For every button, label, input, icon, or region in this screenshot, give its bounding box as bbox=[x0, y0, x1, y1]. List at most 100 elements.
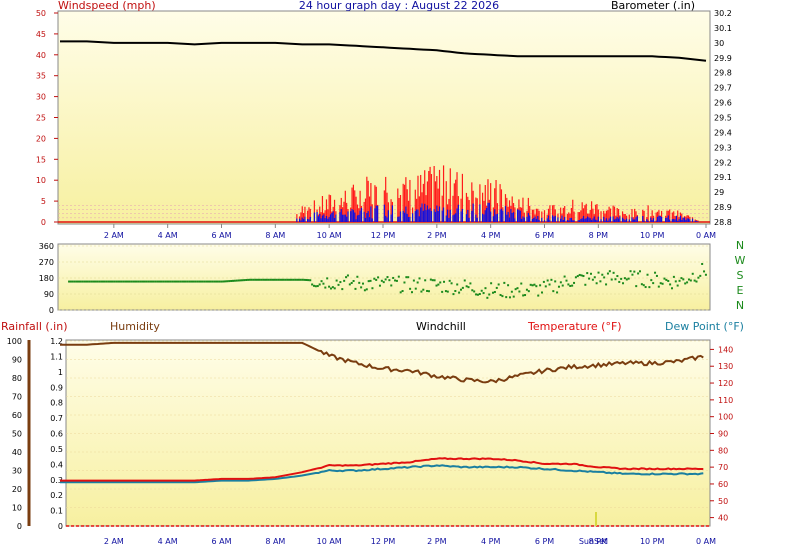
humidity-tick-label: 40 bbox=[12, 448, 22, 457]
direction-point bbox=[252, 278, 255, 281]
direction-point bbox=[591, 278, 594, 281]
barometer-tick-label: 29.8 bbox=[714, 69, 732, 78]
direction-point bbox=[459, 288, 462, 291]
direction-point bbox=[139, 280, 142, 283]
direction-point bbox=[635, 285, 638, 288]
direction-point bbox=[427, 290, 430, 293]
direction-point bbox=[565, 279, 568, 282]
direction-point bbox=[416, 281, 419, 284]
x-tick-labels-bottom: 2 AM 4 AM 6 AM 8 AM 10 AM 12 PM 2 PM 4 PM 6 PM 8 … bbox=[104, 537, 716, 546]
direction-point bbox=[222, 280, 225, 283]
direction-point bbox=[124, 280, 127, 283]
direction-point bbox=[699, 274, 702, 277]
direction-point bbox=[595, 282, 598, 285]
temperature-grid bbox=[66, 340, 710, 527]
direction-point bbox=[486, 296, 489, 299]
direction-point bbox=[83, 280, 86, 283]
direction-point bbox=[203, 280, 206, 283]
direction-point bbox=[695, 280, 698, 283]
direction-point bbox=[669, 283, 672, 286]
wind-tick-label: 0 bbox=[41, 218, 46, 227]
direction-point bbox=[247, 278, 250, 281]
humidity-line bbox=[60, 341, 704, 384]
direction-point bbox=[516, 287, 519, 290]
direction-tick-label: 180 bbox=[39, 274, 54, 283]
direction-point bbox=[354, 287, 357, 290]
direction-point bbox=[554, 280, 557, 283]
direction-point bbox=[241, 279, 244, 282]
direction-point bbox=[213, 280, 216, 283]
direction-point bbox=[465, 285, 468, 288]
direction-point bbox=[360, 286, 363, 289]
direction-point bbox=[642, 284, 645, 287]
direction-point bbox=[141, 280, 144, 283]
direction-point bbox=[561, 284, 564, 287]
direction-point bbox=[260, 278, 263, 281]
direction-point bbox=[395, 279, 398, 282]
direction-point bbox=[492, 291, 495, 294]
direction-point bbox=[667, 279, 670, 282]
direction-point bbox=[444, 290, 447, 293]
direction-point bbox=[103, 280, 106, 283]
direction-point bbox=[480, 289, 483, 292]
direction-point bbox=[559, 281, 562, 284]
x-tick-label: 4 AM bbox=[158, 231, 178, 240]
direction-point bbox=[627, 277, 630, 280]
direction-point bbox=[629, 270, 632, 273]
direction-point bbox=[201, 280, 204, 283]
x-tick-label: 2 PM bbox=[427, 537, 446, 546]
direction-point bbox=[475, 293, 478, 296]
direction-point bbox=[610, 278, 613, 281]
direction-point bbox=[215, 280, 218, 283]
direction-point bbox=[646, 273, 649, 276]
barometer-tick-label: 29.6 bbox=[714, 99, 732, 108]
direction-point bbox=[424, 279, 427, 282]
direction-point bbox=[493, 290, 496, 293]
direction-point bbox=[149, 280, 152, 283]
direction-point bbox=[158, 280, 161, 283]
rainfall-tick-label: 0.3 bbox=[50, 476, 63, 485]
direction-point bbox=[433, 279, 436, 282]
direction-point bbox=[541, 291, 544, 294]
direction-point bbox=[271, 278, 274, 281]
direction-point bbox=[126, 280, 129, 283]
direction-point bbox=[152, 280, 155, 283]
direction-point bbox=[567, 283, 570, 286]
direction-point bbox=[674, 280, 677, 283]
rainfall-tick-label: 0.4 bbox=[50, 460, 63, 469]
direction-point bbox=[544, 285, 547, 288]
x-tick-label: 8 AM bbox=[265, 537, 285, 546]
direction-point bbox=[620, 277, 623, 280]
x-tick-label: 6 PM bbox=[535, 231, 554, 240]
temperature-tick-label: 60 bbox=[718, 480, 728, 489]
direction-point bbox=[118, 280, 121, 283]
x-tick-label: 12 PM bbox=[371, 537, 396, 546]
direction-point bbox=[358, 281, 361, 284]
direction-point bbox=[678, 279, 681, 282]
panel-wind-barometer: Windspeed (mph) 24 hour graph day : Augu… bbox=[36, 0, 732, 240]
direction-point bbox=[322, 282, 325, 285]
humidity-tick-label: 80 bbox=[12, 374, 22, 383]
direction-point bbox=[431, 279, 434, 282]
direction-point bbox=[192, 280, 195, 283]
direction-point bbox=[69, 280, 72, 283]
direction-point bbox=[369, 279, 372, 282]
x-tick-labels-top: 2 AM 4 AM 6 AM 8 AM 10 AM 12 PM 2 PM 4 PM 6 PM 8 … bbox=[104, 224, 716, 240]
direction-point bbox=[194, 280, 197, 283]
direction-point bbox=[689, 279, 692, 282]
direction-point bbox=[86, 280, 89, 283]
direction-point bbox=[495, 286, 498, 289]
direction-point bbox=[531, 284, 534, 287]
wind-tick-label: 40 bbox=[36, 51, 46, 60]
barometer-tick-label: 28.8 bbox=[714, 218, 732, 227]
direction-point bbox=[703, 270, 706, 273]
direction-point bbox=[122, 280, 125, 283]
rainfall-tick-label: 1.1 bbox=[50, 352, 63, 361]
temperature-tick-labels: 40 50 60 70 80 90 100 110 120 130 140 bbox=[710, 345, 733, 523]
direction-point bbox=[183, 280, 186, 283]
direction-point bbox=[378, 284, 381, 287]
direction-point bbox=[109, 280, 112, 283]
direction-point bbox=[164, 280, 167, 283]
direction-point bbox=[248, 278, 251, 281]
direction-point bbox=[448, 279, 451, 282]
